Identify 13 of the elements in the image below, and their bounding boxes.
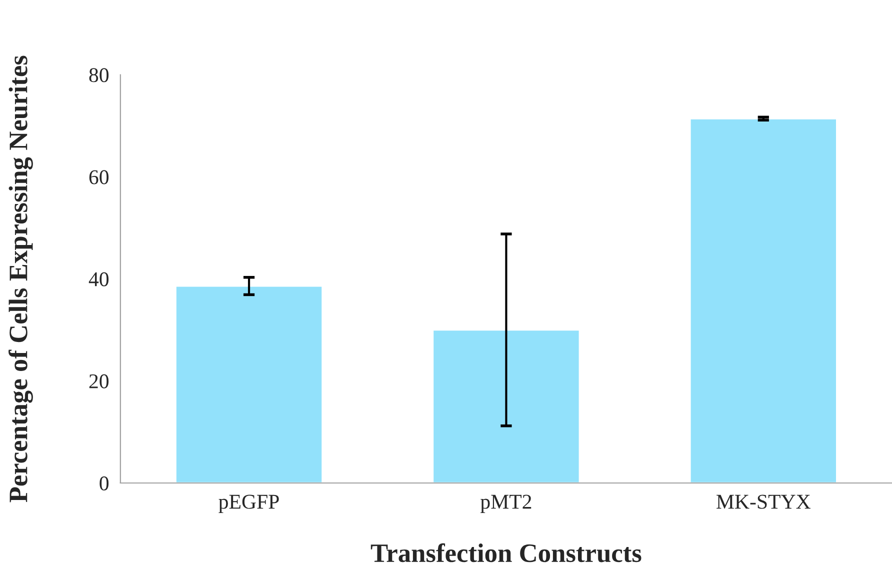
bar [689, 118, 838, 483]
bar [175, 285, 324, 483]
x-tick-label: pEGFP [218, 494, 279, 514]
y-tick-label: 40 [88, 272, 109, 286]
y-axis-title: Percentage of Cells Expressing Neurites [8, 56, 33, 502]
y-tick-label: 0 [100, 476, 109, 490]
y-tick-label: 80 [89, 68, 109, 82]
x-axis-title: Transfection Constructs [370, 543, 642, 562]
y-tick-label: 60 [89, 170, 109, 184]
y-tick-label: 20 [89, 374, 109, 388]
x-tick-label: pMT2 [480, 494, 532, 514]
x-tick-label: MK-STYX [716, 494, 810, 509]
bar [432, 329, 580, 483]
